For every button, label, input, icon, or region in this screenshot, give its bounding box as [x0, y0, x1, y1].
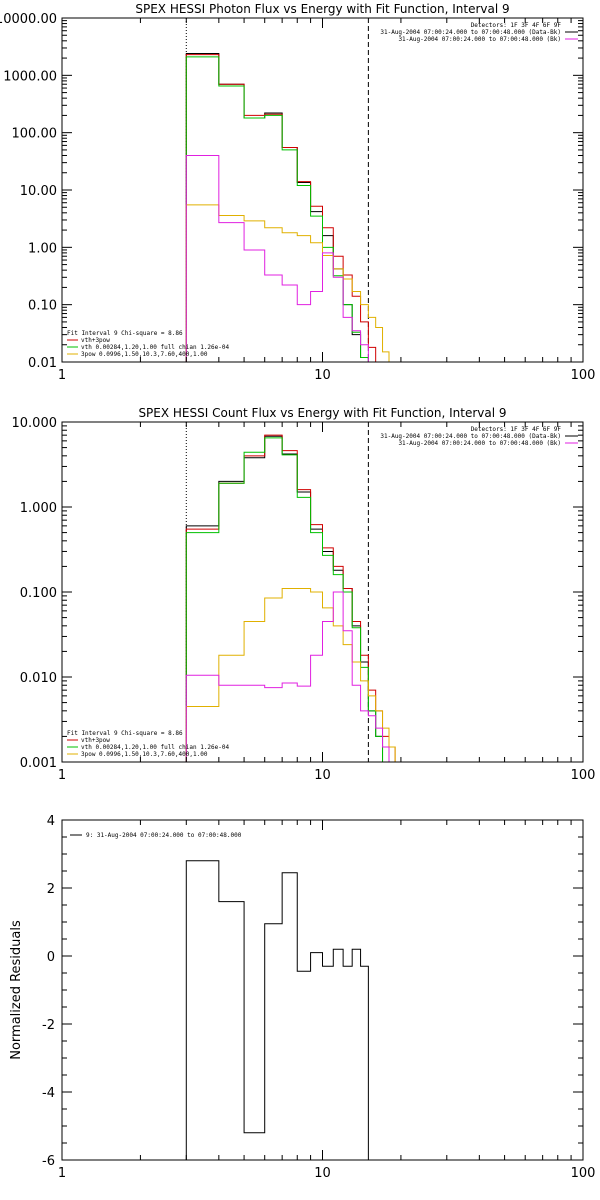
y-tick-label: 100.00: [12, 127, 58, 142]
series-line-5: [185, 591, 401, 762]
y-tick-label: 10000.00: [0, 12, 57, 27]
chart-panel-3: 1 10 100 -6 -4 -2 0 2 4 Normalized Residuals 9: 31…: [9, 814, 595, 1181]
y-tick-label: 0.100: [20, 586, 57, 601]
y-tick-label: 10.000: [12, 416, 58, 431]
legend-entry: vth+3pow: [81, 337, 110, 344]
series-line-1: [185, 53, 389, 362]
chart-panel-1: SPEX HESSI Photon Flux vs Energy with Fi…: [0, 2, 595, 383]
legend-entry: Detectors: 1F 3F 4F 6F 9F: [471, 22, 562, 29]
y-tick-label: 10.00: [20, 184, 57, 199]
x-tick-label: 100: [571, 1166, 596, 1181]
series-line-1: [185, 860, 369, 1160]
legend-entry: 31-Aug-2004 07:00:24.000 to 07:00:48.000…: [380, 29, 561, 36]
legend-entry: 3pow 0.0996,1.50,10.3,7.60,400,1.00: [81, 351, 208, 358]
chart-title: SPEX HESSI Photon Flux vs Energy with Fi…: [135, 2, 509, 16]
y-tick-label: -4: [42, 1086, 55, 1101]
y-tick-label: 2: [47, 882, 55, 897]
series-line-4: [185, 587, 401, 762]
plot-area: [185, 860, 369, 1160]
x-tick-label: 10: [314, 1166, 331, 1181]
series-line-2: [185, 54, 389, 362]
legend-entry: 31-Aug-2004 07:00:24.000 to 07:00:48.000…: [398, 36, 561, 43]
y-tick-label: 1.00: [28, 241, 57, 256]
legend-entry: Fit Interval 9 Chi-square = 8.86: [67, 730, 183, 737]
x-tick-label: 1: [58, 1166, 66, 1181]
y-tick-label: -6: [42, 1154, 55, 1169]
x-tick-label: 100: [571, 368, 596, 383]
x-tick-label: 10: [314, 368, 331, 383]
legend-entry: vth 0.00284,1.20,1.00 full chian 1.26e-0…: [81, 344, 229, 351]
x-tick-label: 100: [571, 768, 596, 783]
y-tick-label: 0.10: [28, 299, 57, 314]
chart-title: SPEX HESSI Count Flux vs Energy with Fit…: [138, 406, 506, 420]
y-tick-label: 1000.00: [3, 69, 57, 84]
y-axis-label: Normalized Residuals: [9, 920, 24, 1060]
y-tick-label: 0.001: [20, 756, 57, 771]
y-tick-label: 4: [47, 814, 55, 829]
legend-entry: vth 0.00284,1.20,1.00 full chian 1.26e-0…: [81, 744, 229, 751]
legend-entry: 31-Aug-2004 07:00:24.000 to 07:00:48.000…: [398, 440, 561, 447]
legend-entry: 31-Aug-2004 07:00:24.000 to 07:00:48.000…: [380, 433, 561, 440]
legend-entry: Fit Interval 9 Chi-square = 8.86: [67, 330, 183, 337]
series-line-5: [185, 154, 389, 362]
y-tick-label: 1.000: [20, 501, 57, 516]
x-tick-label: 10: [314, 768, 331, 783]
series-line-3: [185, 56, 389, 362]
chart-panel-2: SPEX HESSI Count Flux vs Energy with Fit…: [12, 406, 596, 783]
legend-entry: 9: 31-Aug-2004 07:00:24.000 to 07:00:48.…: [86, 832, 242, 839]
y-tick-label: 0: [47, 950, 55, 965]
legend-entry: vth+3pow: [81, 737, 110, 744]
legend-entry: Detectors: 1F 3F 4F 6F 9F: [471, 426, 562, 433]
x-tick-label: 1: [58, 768, 66, 783]
plot-area: [185, 18, 390, 362]
y-tick-label: -2: [42, 1018, 55, 1033]
x-tick-label: 1: [58, 368, 66, 383]
series-line-4: [185, 204, 390, 362]
y-tick-label: 0.010: [20, 671, 57, 686]
plot-area: [185, 422, 401, 762]
plot-frame: [61, 819, 584, 1161]
y-tick-label: 0.01: [28, 356, 57, 371]
plot-frame: [61, 17, 584, 363]
legend-entry: 3pow 0.0996,1.50,10.3,7.60,400,1.00: [81, 751, 208, 758]
